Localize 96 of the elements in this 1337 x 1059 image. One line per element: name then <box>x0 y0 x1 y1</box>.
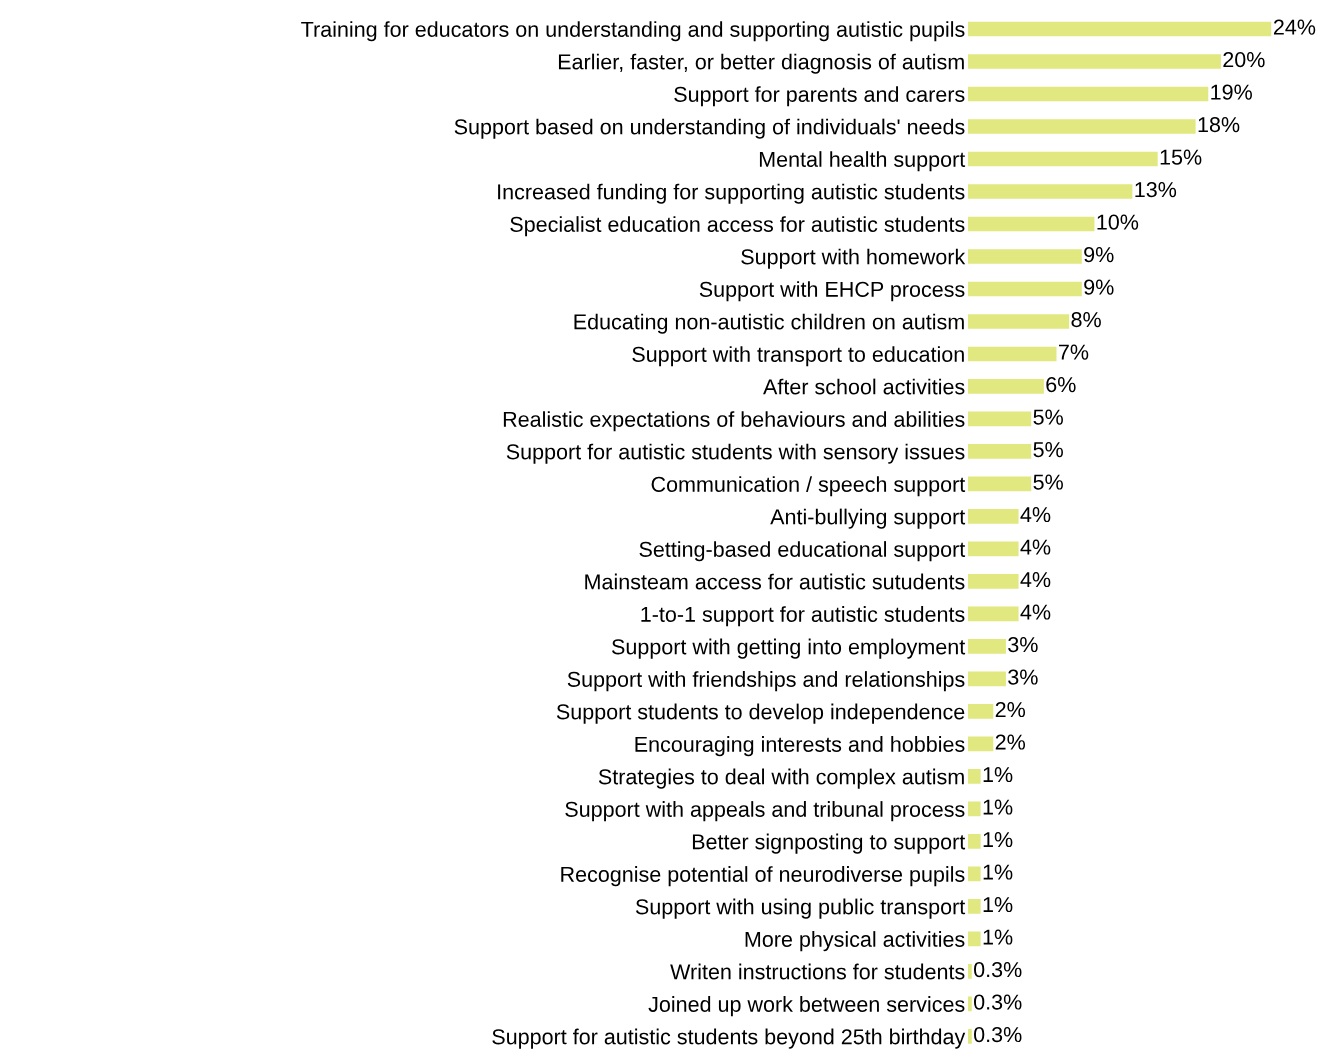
y-tick-label: Mainsteam access for autistic sutudents <box>585 573 965 590</box>
data-label: 4% <box>1020 507 1051 523</box>
data-label: 1% <box>983 832 1013 848</box>
y-tick-label: Specialist education access for autistic students <box>510 216 965 237</box>
y-tick-label: Earlier, faster, or better diagnosis of autism <box>558 53 964 74</box>
y-tick-label: Training for educators on understanding and supporting autistic pupils <box>301 21 965 42</box>
bar <box>967 639 1006 654</box>
y-tick-label: Support with friendships and relationships <box>567 671 965 692</box>
bar <box>967 834 981 849</box>
y-tick-label: Encouraging interests and hobbies <box>635 736 965 757</box>
data-label: 3% <box>1008 669 1038 685</box>
bar <box>967 249 1082 264</box>
data-label: 1% <box>983 864 1013 880</box>
y-tick-label: Support with getting into employment <box>612 638 966 659</box>
y-tick-label: Mental health support <box>759 151 966 172</box>
bar <box>967 1029 972 1044</box>
data-label: 5% <box>1033 442 1063 458</box>
bar <box>967 671 1006 687</box>
bar <box>967 769 981 784</box>
data-label: 4% <box>1020 539 1051 555</box>
bar <box>967 184 1133 199</box>
bar <box>967 541 1019 557</box>
data-label: 7% <box>1059 344 1089 360</box>
data-label: 2% <box>995 734 1026 750</box>
y-tick-label: Support students to develop independence <box>556 703 965 724</box>
data-label: 5% <box>1033 409 1063 425</box>
bar <box>967 801 981 817</box>
y-tick-label: Support with appeals and tribunal process <box>565 801 965 822</box>
data-label: 1% <box>983 929 1013 945</box>
bar <box>967 736 994 752</box>
data-label: 0.3% <box>974 994 1022 1010</box>
bar <box>967 379 1044 394</box>
bar <box>967 281 1082 297</box>
y-tick-label: Better signposting to support <box>692 833 966 854</box>
data-label: 1% <box>983 767 1013 783</box>
bar <box>967 574 1019 589</box>
data-label: 10% <box>1097 214 1139 230</box>
y-tick-label: Increased funding for supporting autistic students <box>498 183 965 204</box>
bar <box>967 704 994 719</box>
y-tick-label: Support with EHCP process <box>699 281 965 302</box>
bar <box>967 119 1196 134</box>
data-label: 18% <box>1198 116 1240 133</box>
data-label: 19% <box>1211 84 1252 100</box>
y-tick-label: Recognise potential of neurodiverse pupils <box>561 866 965 887</box>
bar <box>967 21 1272 37</box>
data-label: 4% <box>1020 572 1051 588</box>
bar <box>967 346 1057 362</box>
y-tick-label: Support with homework <box>741 248 966 269</box>
y-tick-label: Writen instructions for students <box>670 963 965 980</box>
data-label: 4% <box>1020 604 1051 620</box>
data-label: 3% <box>1008 636 1038 653</box>
bar <box>967 314 1070 329</box>
y-tick-label: Support for parents and carers <box>674 86 965 107</box>
bar <box>967 216 1095 232</box>
y-tick-label: Support based on understanding of individuals' needs <box>454 118 965 139</box>
data-label: 2% <box>995 701 1026 718</box>
y-tick-label: Support for autistic students beyond 25th birthday <box>492 1028 966 1049</box>
y-tick-label: Support with transport to education <box>632 346 964 367</box>
bar <box>967 54 1221 69</box>
y-tick-label: Setting-based educational support <box>639 541 966 562</box>
data-label: 1% <box>983 897 1013 913</box>
bar <box>967 606 1019 622</box>
data-label: 9% <box>1084 246 1114 263</box>
bar <box>967 411 1032 427</box>
y-tick-label: Realistic expectations of behaviours and abilities <box>503 411 965 432</box>
y-tick-label: Joined up work between services <box>648 996 965 1017</box>
bar <box>967 151 1158 167</box>
y-tick-label: Support for autistic students with sensory issues <box>506 443 965 464</box>
data-label: 9% <box>1084 279 1114 295</box>
y-tick-label: Support with using public transport <box>635 898 966 919</box>
y-tick-label: Anti-bullying support <box>770 508 966 529</box>
bar <box>967 86 1209 102</box>
y-tick-label: Communication / speech support <box>651 476 966 497</box>
data-label: 8% <box>1071 311 1101 328</box>
bar <box>967 476 1032 492</box>
data-label: 6% <box>1046 376 1076 393</box>
bar <box>967 931 981 947</box>
data-label: 13% <box>1135 181 1177 198</box>
bar <box>967 964 972 979</box>
data-label: 24% <box>1273 19 1316 35</box>
bar <box>967 996 972 1012</box>
data-label: 0.3% <box>974 961 1022 978</box>
data-label: 15% <box>1160 149 1202 165</box>
data-label: 1% <box>983 799 1013 815</box>
y-tick-label: More physical activities <box>745 931 965 952</box>
y-tick-label: After school activities <box>763 378 965 395</box>
bar <box>967 899 981 914</box>
bar <box>967 444 1032 459</box>
y-tick-label: 1-to-1 support for autistic students <box>641 606 965 627</box>
bar <box>967 866 981 882</box>
data-label: 0.3% <box>974 1026 1022 1043</box>
y-tick-label: Strategies to deal with complex autism <box>598 768 964 789</box>
bar <box>967 509 1019 524</box>
data-label: 20% <box>1223 51 1265 68</box>
data-label: 5% <box>1033 474 1063 490</box>
y-tick-label: Educating non-autistic children on autism <box>574 313 964 334</box>
